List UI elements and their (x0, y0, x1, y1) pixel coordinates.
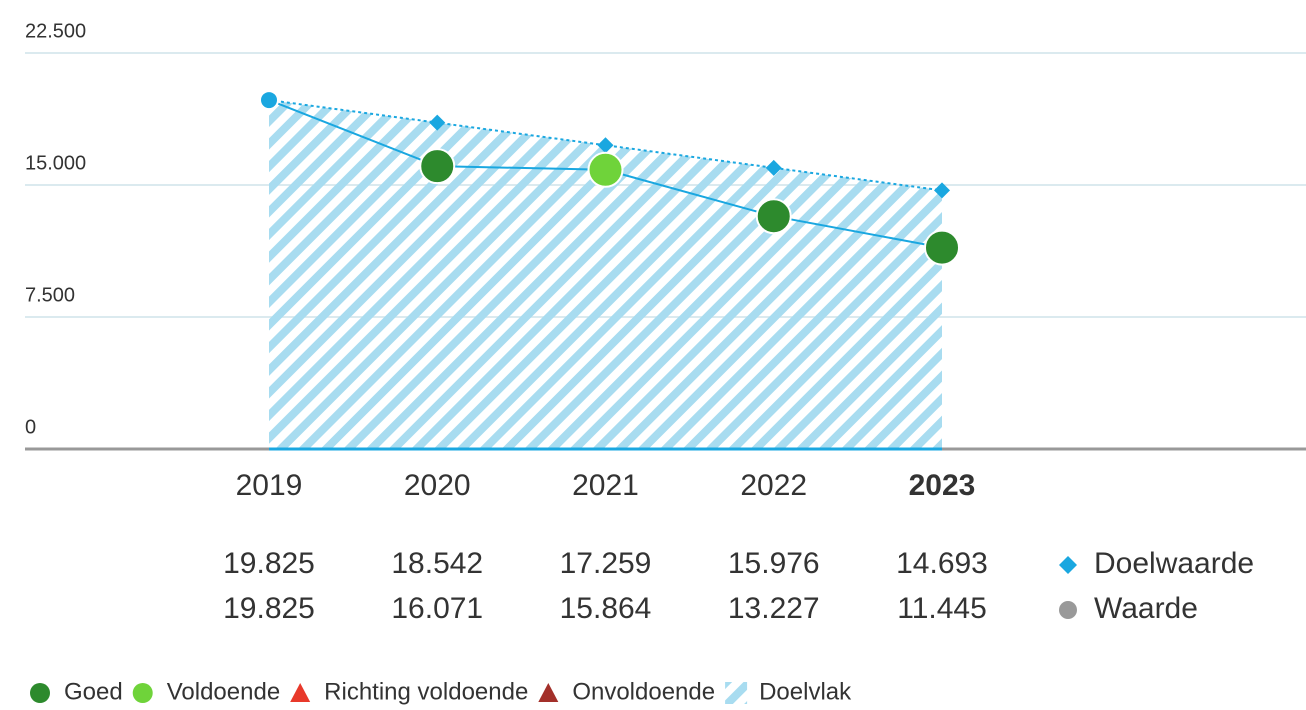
table-value: 18.542 (391, 547, 483, 580)
x-tick-label: 2023 (909, 469, 976, 502)
y-tick-label: 0 (25, 416, 36, 438)
value-marker (259, 90, 279, 111)
y-tick-label: 22.500 (25, 20, 86, 42)
x-tick-label: 2019 (236, 469, 303, 502)
table-value: 19.825 (223, 592, 315, 625)
table-value: 15.976 (728, 547, 820, 580)
table-value: 19.825 (223, 547, 315, 580)
status-label: Richting voldoende (324, 678, 528, 705)
value-marker (924, 229, 960, 266)
target-marker (934, 182, 950, 199)
table-value: 11.445 (897, 592, 987, 625)
value-marker (419, 148, 456, 185)
status-label: Doelvlak (759, 678, 852, 705)
status-label: Goed (64, 678, 123, 705)
value-marker (587, 151, 624, 188)
series-line (268, 99, 943, 192)
status-label: Onvoldoende (572, 678, 715, 705)
table-value: 17.259 (560, 547, 652, 580)
status-label: Voldoende (167, 678, 280, 705)
legend-label: Waarde (1094, 592, 1198, 625)
value-marker (755, 198, 792, 235)
x-tick-label: 2020 (404, 469, 471, 502)
x-tick-label: 2022 (740, 469, 807, 502)
table-value: 14.693 (896, 547, 988, 580)
target-marker (765, 159, 782, 176)
legend-label: Doelwaarde (1094, 547, 1254, 580)
status-marker (30, 683, 50, 703)
y-tick-label: 7.500 (25, 284, 75, 306)
status-marker (132, 683, 153, 703)
legend-marker (1059, 556, 1077, 574)
status-marker (290, 683, 311, 702)
status-marker (725, 682, 748, 704)
target-marker (429, 114, 446, 131)
status-marker (538, 683, 559, 702)
target-marker (597, 137, 614, 154)
table-value: 15.864 (560, 592, 652, 625)
y-tick-label: 15.000 (25, 152, 86, 174)
table-value: 13.227 (728, 592, 820, 625)
x-tick-label: 2021 (572, 469, 639, 502)
legend-marker (1059, 601, 1077, 619)
table-value: 16.071 (391, 592, 483, 625)
target-area (269, 100, 942, 449)
